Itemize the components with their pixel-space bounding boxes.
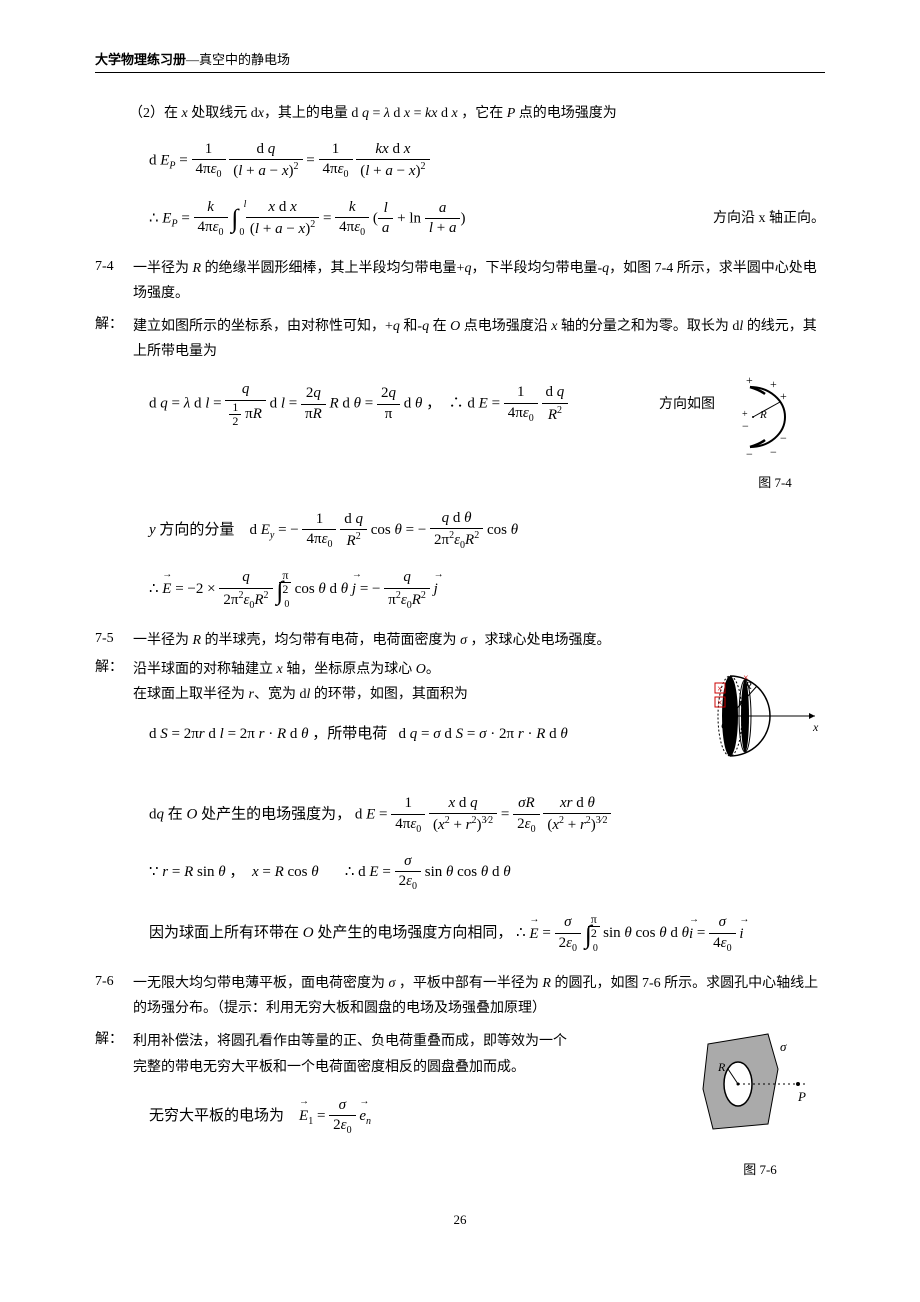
eq-75c: ∵ r = R sin θ ， x = R cos θ ∴ d E = σ2ε0…: [95, 852, 825, 894]
svg-text:+: +: [780, 389, 787, 403]
sol76-line1: 利用补偿法，将圆孔看作由等量的正、负电荷重叠而成，即等效为一个: [133, 1034, 567, 1049]
sol76-text: 利用补偿法，将圆孔看作由等量的正、负电荷重叠而成，即等效为一个 完整的带电无穷大…: [133, 1029, 685, 1079]
svg-text:R: R: [759, 409, 767, 421]
page-header: 大学物理练习册—真空中的静电场: [95, 50, 825, 73]
eq1-annotation: 方向沿 x 轴正向。: [713, 208, 825, 229]
svg-text:P: P: [797, 1089, 806, 1104]
figure-7-5: x R r O × × × θ: [685, 661, 825, 778]
fig74-caption: 图 7-4: [725, 473, 825, 493]
prob74-label: 7-4: [95, 256, 133, 277]
fig76-caption: 图 7-6: [695, 1160, 825, 1180]
eq-75b: dq 在 O 处产生的电场强度为， d E = 14πε0 x d q(x2 +…: [95, 794, 825, 836]
prob75-label: 7-5: [95, 628, 133, 649]
svg-text:−: −: [770, 445, 777, 459]
eq-dEp: d EP = 14πε0 d q(l + a − x)2 = 14πε0 kx …: [95, 140, 825, 182]
prob74-text: 一半径为 R 的绝缘半圆形细棒，其上半段均匀带电量+q，下半段均匀带电量-q，如…: [133, 256, 825, 306]
sol76-line3: 无穷大平板的电场为: [149, 1108, 284, 1124]
prob76-text: 一无限大均匀带电薄平板，面电荷密度为 σ ，平板中部有一半径为 R 的圆孔，如图…: [133, 971, 825, 1021]
svg-text:θ: θ: [733, 705, 737, 715]
svg-text:×: ×: [717, 684, 723, 695]
prob75-text: 一半径为 R 的半球壳，均匀带有电荷，电荷面密度为 σ ，求球心处电场强度。: [133, 628, 825, 653]
svg-text:x: x: [812, 720, 819, 734]
solution-7-6: 解： 利用补偿法，将圆孔看作由等量的正、负电荷重叠而成，即等效为一个 完整的带电…: [95, 1029, 685, 1079]
figure-7-4: + + + + − − − − R 图 7-4: [725, 372, 825, 493]
eq-Ep: ∴ EP = k4πε0 ∫0l x d x(l + a − x)2 = k4π…: [95, 198, 825, 240]
problem-7-4: 7-4 一半径为 R 的绝缘半圆形细棒，其上半段均匀带电量+q，下半段均匀带电量…: [95, 256, 825, 306]
svg-text:R: R: [717, 1060, 726, 1074]
sol75-line2: 在球面上取半径为 r、宽为 dl 的环带，如图，其面积为: [133, 687, 468, 702]
eq74b-label: y 方向的分量: [149, 522, 234, 538]
svg-text:r: r: [739, 698, 743, 709]
sol75-label: 解：: [95, 657, 133, 678]
eq-74c: ∴ E = −2 × q2π2ε0R2 ∫0π2 cos θ d θ j = −…: [95, 568, 825, 612]
header-rest: —真空中的静电场: [186, 52, 290, 67]
eq74a-annotation: 方向如图: [659, 394, 715, 415]
solution-7-4: 解： 建立如图所示的坐标系，由对称性可知，+q 和-q 在 O 点电场强度沿 x…: [95, 314, 825, 364]
sol74-text: 建立如图所示的坐标系，由对称性可知，+q 和-q 在 O 点电场强度沿 x 轴的…: [133, 314, 825, 364]
sol76-label: 解：: [95, 1029, 133, 1050]
sol74-label: 解：: [95, 314, 133, 335]
para-2: （2）在 x 处取线元 dx，其上的电量 d q = λ d x = kx d …: [95, 103, 825, 124]
svg-text:σ: σ: [780, 1039, 787, 1054]
svg-text:+: +: [770, 377, 777, 391]
eq75a-mid: 所带电荷: [327, 726, 387, 742]
sol75-text: 沿半球面的对称轴建立 x 轴，坐标原点为球心 O。 在球面上取半径为 r、宽为 …: [133, 657, 675, 707]
svg-text:×: ×: [717, 698, 723, 709]
svg-text:×: ×: [743, 673, 749, 684]
svg-text:−: −: [742, 419, 749, 433]
page-number: 26: [95, 1210, 825, 1230]
svg-text:−: −: [746, 447, 753, 461]
eq-75d: 因为球面上所有环带在 O 处产生的电场强度方向相同， ∴ E = σ2ε0 ∫0…: [95, 913, 825, 955]
svg-text:+: +: [746, 373, 753, 387]
sol75-line1: 沿半球面的对称轴建立 x 轴，坐标原点为球心 O。: [133, 662, 440, 677]
header-bold: 大学物理练习册: [95, 52, 186, 67]
problem-7-6: 7-6 一无限大均匀带电薄平板，面电荷密度为 σ ，平板中部有一半径为 R 的圆…: [95, 971, 825, 1021]
svg-text:O: O: [721, 720, 729, 732]
figure-7-6: R P σ 图 7-6: [695, 1029, 825, 1180]
eq-74b: y 方向的分量 d Ey = − 14πε0 d qR2 cos θ = − q…: [95, 509, 825, 553]
solution-7-5: 解： 沿半球面的对称轴建立 x 轴，坐标原点为球心 O。 在球面上取半径为 r、…: [95, 657, 675, 707]
eq-74a: d q = λ d l = q12 πR d l = 2qπR R d θ = …: [95, 380, 715, 428]
problem-7-5: 7-5 一半径为 R 的半球壳，均匀带有电荷，电荷面密度为 σ ，求球心处电场强…: [95, 628, 825, 653]
sol76-line2: 完整的带电无穷大平板和一个电荷面密度相反的圆盘叠加而成。: [133, 1060, 525, 1075]
svg-text:−: −: [780, 431, 787, 445]
prob76-label: 7-6: [95, 971, 133, 992]
